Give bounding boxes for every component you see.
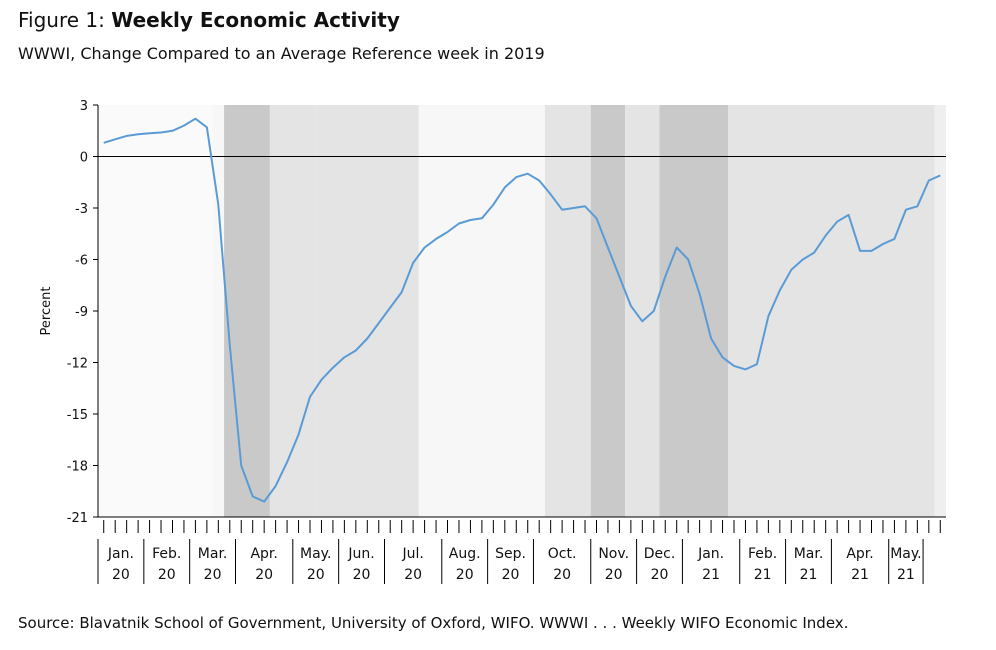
shaded-periods bbox=[98, 105, 946, 517]
x-tick-label-year: 21 bbox=[800, 567, 818, 583]
x-tick-label-month: Aug. bbox=[449, 546, 481, 562]
shaded-period-6 bbox=[544, 105, 591, 517]
x-tick-label-year: 20 bbox=[307, 567, 325, 583]
x-tick-label-month: Jul. bbox=[401, 546, 423, 562]
plot-background bbox=[98, 105, 213, 517]
y-tick-label: -3 bbox=[75, 202, 88, 217]
x-tick-label-year: 20 bbox=[456, 567, 474, 583]
x-tick-label-month: Jun. bbox=[347, 546, 374, 562]
x-tick-label-year: 21 bbox=[851, 567, 869, 583]
x-tick-label-year: 20 bbox=[553, 567, 571, 583]
y-tick-label: -9 bbox=[75, 305, 88, 320]
y-tick-label: -18 bbox=[67, 460, 88, 475]
x-tick-label-year: 21 bbox=[702, 567, 720, 583]
figure-title: Figure 1: Weekly Economic Activity bbox=[18, 8, 400, 32]
x-tick-label-month: Mar. bbox=[794, 546, 824, 562]
shaded-period-3 bbox=[269, 105, 316, 517]
x-tick-label-month: Feb. bbox=[748, 546, 777, 562]
y-tick-label: -21 bbox=[67, 511, 88, 526]
figure-prefix: Figure 1: bbox=[18, 8, 112, 32]
x-tick-label-month: Sep. bbox=[495, 546, 526, 562]
shaded-period-5 bbox=[418, 105, 545, 517]
figure-title-text: Weekly Economic Activity bbox=[111, 8, 400, 32]
x-tick-label-month: Apr. bbox=[250, 546, 277, 562]
x-tick-label-year: 20 bbox=[651, 567, 669, 583]
x-tick-label-year: 20 bbox=[605, 567, 623, 583]
shaded-period-9 bbox=[659, 105, 729, 517]
x-tick-label-month: Feb. bbox=[152, 546, 181, 562]
x-tick-label-year: 20 bbox=[158, 567, 176, 583]
axes bbox=[93, 104, 946, 584]
x-tick-label-year: 20 bbox=[353, 567, 371, 583]
shaded-period-4 bbox=[315, 105, 419, 517]
shaded-period-11 bbox=[934, 105, 946, 517]
y-tick-label: -15 bbox=[67, 408, 88, 423]
shaded-period-7 bbox=[590, 105, 626, 517]
x-tick-label-month: Oct. bbox=[548, 546, 577, 562]
y-tick-label: -12 bbox=[67, 357, 88, 372]
y-tick-label: 0 bbox=[80, 151, 88, 166]
x-tick-label-year: 20 bbox=[204, 567, 222, 583]
shaded-period-1 bbox=[212, 105, 225, 517]
figure-source: Source: Blavatnik School of Government, … bbox=[18, 614, 849, 632]
x-tick-label-month: Jan. bbox=[107, 546, 134, 562]
y-tick-label: -6 bbox=[75, 254, 88, 269]
y-axis-label: Percent bbox=[39, 287, 54, 336]
shaded-period-10 bbox=[728, 105, 935, 517]
x-tick-label-month: May. bbox=[300, 546, 331, 562]
shaded-period-2 bbox=[224, 105, 270, 517]
figure-subtitle: WWWI, Change Compared to an Average Refe… bbox=[18, 44, 545, 63]
x-tick-label-month: Mar. bbox=[198, 546, 228, 562]
x-tick-label-month: May. bbox=[890, 546, 921, 562]
x-tick-label-month: Nov. bbox=[598, 546, 629, 562]
axis-labels: 3 0 -3 -6 -9 -12 -15 -18 -21 Percent Jan. 20 Feb. 20 M… bbox=[39, 99, 922, 583]
series-layer bbox=[103, 117, 941, 503]
x-tick-label-year: 20 bbox=[404, 567, 422, 583]
x-tick-label-month: Jan. bbox=[697, 546, 724, 562]
x-tick-label-year: 20 bbox=[502, 567, 520, 583]
x-tick-label-year: 21 bbox=[754, 567, 772, 583]
x-tick-label-year: 20 bbox=[112, 567, 130, 583]
y-tick-label: 3 bbox=[80, 99, 88, 114]
x-tick-label-year: 21 bbox=[897, 567, 915, 583]
x-tick-label-month: Apr. bbox=[846, 546, 873, 562]
x-tick-label-year: 20 bbox=[255, 567, 273, 583]
series-line bbox=[103, 117, 941, 503]
x-tick-label-month: Dec. bbox=[644, 546, 676, 562]
